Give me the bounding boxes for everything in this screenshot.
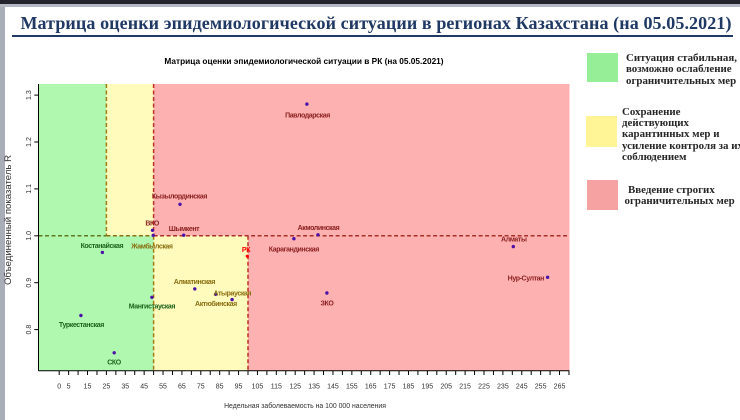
svg-text:115: 115 [271, 384, 282, 391]
svg-text:ЗКО: ЗКО [321, 300, 335, 307]
svg-text:Туркестанская: Туркестанская [59, 322, 104, 329]
svg-text:45: 45 [140, 384, 148, 391]
svg-text:85: 85 [216, 384, 224, 391]
svg-text:Алматы: Алматы [501, 237, 527, 244]
svg-text:185: 185 [403, 384, 415, 391]
svg-text:Матрица оценки эпидемиологичес: Матрица оценки эпидемиологической ситуац… [164, 56, 443, 66]
svg-text:Жамбылская: Жамбылская [130, 243, 173, 251]
svg-text:135: 135 [308, 384, 320, 391]
svg-text:235: 235 [497, 384, 509, 391]
svg-text:1.2: 1.2 [26, 137, 33, 147]
svg-text:5: 5 [67, 384, 71, 391]
svg-text:Алматинская: Алматинская [174, 279, 216, 286]
svg-text:75: 75 [197, 384, 205, 391]
svg-text:1.0: 1.0 [26, 231, 33, 241]
svg-text:0: 0 [57, 384, 61, 391]
svg-text:105: 105 [252, 384, 264, 391]
svg-text:35: 35 [121, 384, 129, 391]
svg-text:215: 215 [459, 384, 471, 391]
svg-text:165: 165 [365, 384, 377, 391]
svg-text:1.3: 1.3 [26, 90, 33, 100]
svg-text:1.1: 1.1 [26, 184, 33, 194]
svg-text:25: 25 [103, 384, 111, 391]
svg-text:СКО: СКО [107, 359, 122, 366]
svg-text:Нур-Султан: Нур-Султан [508, 275, 544, 282]
svg-text:55: 55 [159, 384, 167, 391]
svg-text:265: 265 [554, 384, 566, 391]
svg-text:65: 65 [178, 384, 186, 391]
svg-text:Павлодарская: Павлодарская [285, 112, 330, 119]
svg-text:175: 175 [384, 384, 396, 391]
svg-text:Карагандинская: Карагандинская [269, 247, 320, 254]
svg-text:95: 95 [235, 384, 243, 391]
svg-text:Атырауская: Атырауская [213, 290, 251, 297]
svg-text:Костанайская: Костанайская [81, 242, 124, 250]
svg-text:205: 205 [440, 384, 452, 391]
svg-text:РК: РК [242, 247, 251, 254]
svg-text:Мангистауская: Мангистауская [129, 304, 176, 311]
svg-text:Объединенный показатель R: Объединенный показатель R [3, 155, 14, 285]
svg-text:225: 225 [478, 384, 490, 391]
svg-text:Акмолинская: Акмолинская [298, 225, 340, 232]
svg-text:0.8: 0.8 [26, 325, 33, 335]
svg-text:245: 245 [516, 384, 528, 391]
svg-text:195: 195 [422, 384, 434, 391]
svg-text:ВКО: ВКО [145, 221, 160, 228]
svg-text:15: 15 [84, 384, 92, 391]
svg-text:Шымкент: Шымкент [169, 226, 200, 233]
svg-text:155: 155 [346, 384, 358, 391]
svg-text:Актюбинская: Актюбинская [195, 300, 237, 308]
svg-text:Недельная заболеваемость на 10: Недельная заболеваемость на 100 000 насе… [224, 402, 386, 410]
svg-text:125: 125 [289, 384, 301, 391]
svg-text:Кызылординская: Кызылординская [152, 193, 208, 200]
svg-text:145: 145 [327, 384, 339, 391]
svg-text:0.9: 0.9 [26, 278, 33, 288]
svg-text:255: 255 [535, 384, 547, 391]
